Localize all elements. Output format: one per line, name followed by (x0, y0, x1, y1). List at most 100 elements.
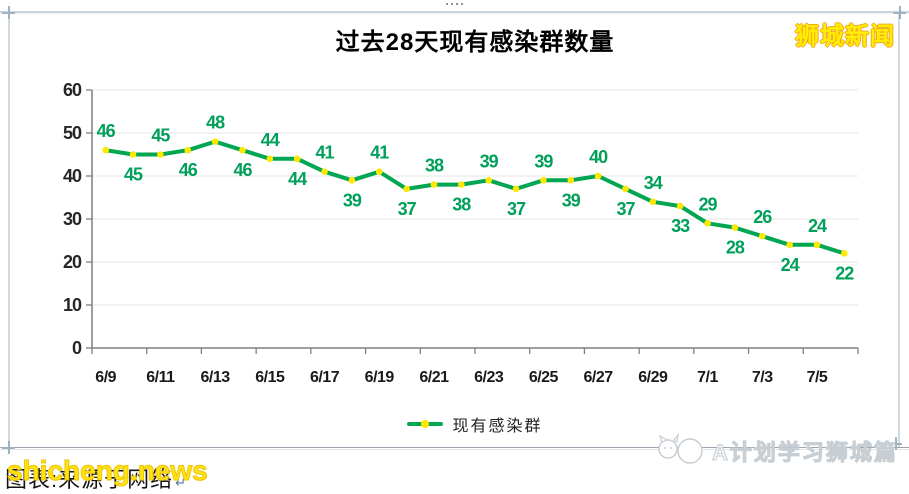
legend-marker-dot (421, 420, 430, 428)
data-point-label: 46 (97, 121, 116, 141)
x-axis-label: 6/27 (584, 369, 614, 386)
frame-bottom-border-light (0, 449, 909, 450)
data-point-label: 48 (206, 113, 225, 133)
frame-bottom-border (0, 447, 909, 448)
data-point-label: 45 (151, 126, 170, 146)
data-point-label: 37 (507, 199, 526, 219)
data-point-marker (485, 177, 492, 184)
data-point-label: 41 (370, 143, 389, 163)
data-point-marker (157, 151, 164, 158)
data-point-label: 39 (343, 190, 362, 210)
frame-left-border (8, 12, 10, 448)
data-point-marker (758, 232, 766, 240)
data-point-label: 45 (124, 165, 143, 185)
x-axis-label: 6/9 (95, 369, 116, 386)
x-axis-label: 6/15 (255, 369, 285, 386)
y-axis-label: 50 (63, 123, 82, 143)
corner-handle-bottom-left[interactable] (2, 441, 15, 454)
data-point-label: 24 (808, 216, 827, 236)
data-point-label: 34 (644, 173, 663, 193)
data-point-marker (676, 202, 684, 210)
source-caption: 图表:来源于网络 ↵ (5, 462, 187, 494)
x-axis-label: 7/1 (697, 369, 718, 386)
data-point-label: 39 (534, 151, 553, 171)
x-axis-label: 6/21 (419, 369, 449, 386)
data-point-label: 28 (726, 238, 745, 258)
x-axis-label: 6/17 (310, 369, 340, 386)
frame-right-border (898, 12, 900, 448)
data-point-marker (403, 185, 410, 193)
x-axis-label: 6/11 (146, 369, 175, 386)
data-point-marker (211, 138, 219, 145)
data-point-label: 44 (261, 130, 280, 150)
data-point-label: 46 (179, 160, 198, 180)
data-point-marker (375, 168, 383, 175)
data-point-marker (704, 220, 711, 227)
data-point-marker (266, 155, 274, 163)
data-point-marker (102, 146, 109, 154)
corner-handle-bottom-right[interactable] (889, 437, 902, 450)
y-axis-label: 20 (63, 252, 82, 272)
data-point-marker (184, 146, 192, 154)
x-axis-label: 6/25 (529, 369, 559, 386)
data-point-marker (512, 185, 520, 193)
watermark-shicheng-news: shicheng.news (7, 455, 209, 487)
chart-legend: 现有感染群 (92, 412, 858, 436)
data-point-marker (567, 177, 575, 184)
y-axis-label: 0 (72, 338, 82, 358)
data-point-marker (786, 241, 793, 249)
data-point-label: 26 (753, 207, 772, 227)
data-point-marker (430, 181, 438, 188)
drag-handle-dots[interactable] (446, 3, 466, 7)
corner-handle-top-left[interactable] (2, 6, 15, 19)
y-axis-label: 10 (63, 295, 82, 315)
signature-banner-text: A计划学习狮城篇 (712, 440, 898, 466)
legend-line-swatch (407, 420, 444, 428)
data-point-marker (841, 250, 848, 257)
x-axis-label: 7/3 (752, 369, 773, 386)
data-point-label: 29 (699, 194, 718, 214)
data-point-marker (813, 241, 821, 249)
data-point-marker (622, 185, 629, 193)
data-point-label: 38 (425, 156, 444, 176)
data-point-marker (348, 177, 356, 184)
data-point-label: 24 (781, 255, 800, 275)
data-point-label: 39 (562, 190, 581, 210)
data-point-marker (594, 172, 602, 180)
signature-banner: A计划学习狮城篇 (650, 433, 900, 467)
data-point-label: 39 (480, 151, 499, 171)
data-point-label: 37 (398, 199, 417, 219)
data-point-label: 33 (671, 216, 690, 236)
data-point-marker (129, 151, 137, 158)
data-point-marker (540, 177, 547, 184)
x-axis-label: 6/13 (201, 369, 231, 386)
data-point-label: 41 (316, 143, 335, 163)
source-caption-text: 图表:来源于网络 (5, 467, 174, 492)
data-point-marker (321, 168, 328, 175)
data-point-marker (731, 224, 739, 231)
x-axis-label: 7/5 (807, 369, 828, 386)
x-axis-label: 6/19 (365, 369, 395, 386)
y-axis-label: 60 (63, 80, 82, 100)
chart-title: 过去28天现有感染群数量 (335, 29, 615, 56)
site-logo-text: 狮城新闻 (795, 23, 895, 50)
data-point-marker (239, 146, 246, 154)
data-point-label: 40 (589, 147, 608, 167)
data-point-label: 38 (452, 195, 471, 215)
corner-handle-top-right[interactable] (893, 6, 906, 19)
data-point-label: 44 (288, 169, 307, 189)
data-point-marker (293, 155, 301, 163)
data-point-label: 46 (233, 160, 252, 180)
cat-doodle-icon (658, 433, 703, 464)
x-axis-label: 6/29 (638, 369, 668, 386)
legend-label: 现有感染群 (452, 418, 543, 435)
paragraph-return-mark: ↵ (175, 475, 188, 490)
y-axis-label: 40 (63, 166, 82, 186)
data-point-label: 22 (835, 263, 854, 283)
series-line (103, 139, 847, 256)
data-point-label: 37 (616, 199, 635, 219)
y-axis-label: 30 (63, 209, 82, 229)
data-point-marker (649, 198, 657, 206)
